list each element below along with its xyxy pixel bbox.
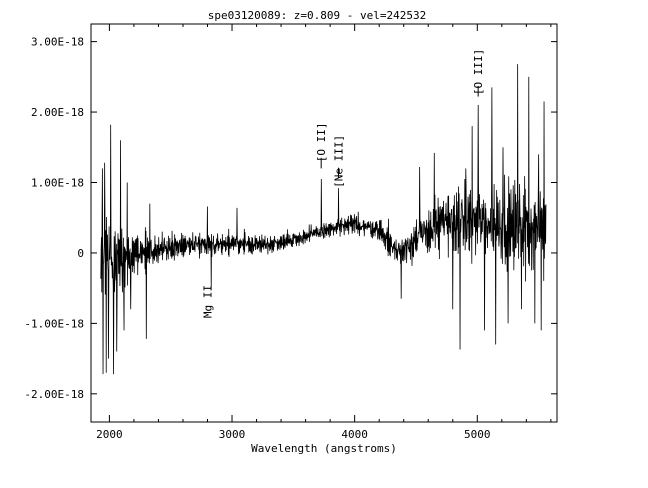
x-axis: 2000 3000 4000 5000	[96, 24, 552, 441]
emission-line-annotations: Mg II [O II] [Ne III] [O III]	[202, 49, 486, 318]
annotation-label: Mg II	[202, 285, 215, 318]
y-tick-label: 2.00E-18	[31, 106, 84, 119]
x-axis-label: Wavelength (angstroms)	[251, 442, 397, 455]
annotation-label: [O III]	[472, 49, 485, 95]
y-tick-label: 3.00E-18	[31, 36, 84, 49]
y-tick-label: 1.00E-18	[31, 176, 84, 189]
annotation-label: [Ne III]	[332, 135, 345, 188]
spectrum-line	[100, 64, 547, 375]
chart-title: spe03120089: z=0.809 - vel=242532	[208, 9, 427, 22]
series-group	[100, 64, 547, 375]
x-tick-label: 5000	[464, 428, 491, 441]
y-axis: -2.00E-18 -1.00E-18 0 1.00E-18 2.00E-18 3.00E…	[24, 36, 557, 401]
y-tick-label: -2.00E-18	[24, 388, 84, 401]
y-tick-label: 0	[77, 247, 84, 260]
plot-frame	[90, 23, 558, 423]
emission-line-markers	[320, 85, 479, 179]
x-tick-label: 2000	[96, 428, 123, 441]
annotation-label: [O II]	[315, 122, 328, 162]
x-tick-label: 4000	[341, 428, 368, 441]
y-tick-label: -1.00E-18	[24, 317, 84, 330]
x-tick-label: 3000	[219, 428, 246, 441]
